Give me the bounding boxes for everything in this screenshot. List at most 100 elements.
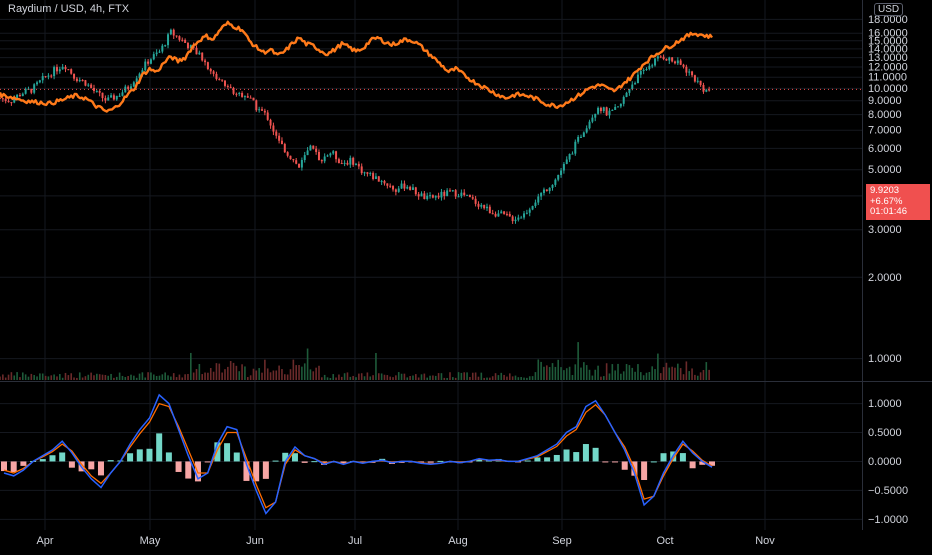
candle-body — [448, 190, 451, 192]
volume-bar — [483, 377, 485, 380]
price-tick-label: 10.0000 — [868, 83, 908, 95]
candle-body — [130, 86, 133, 89]
histogram-bar — [544, 457, 551, 462]
volume-bar — [694, 374, 696, 380]
chart-title: Raydium / USD, 4h, FTX — [8, 3, 130, 15]
candle-body — [508, 213, 511, 217]
price-tick-label: 14.0000 — [868, 43, 908, 55]
candle-body — [70, 69, 73, 74]
volume-bar — [685, 361, 688, 380]
candle-body — [355, 163, 357, 165]
volume-bar — [101, 374, 104, 380]
candle-body — [84, 80, 87, 86]
volume-bar — [261, 372, 263, 380]
candle-body — [591, 117, 594, 122]
candle-body — [517, 217, 520, 220]
candle-body — [594, 113, 597, 118]
volume-bar — [61, 377, 64, 380]
volume-bar — [531, 376, 534, 380]
volume-bar — [172, 373, 175, 380]
volume-bar — [121, 375, 124, 380]
histogram-bar — [97, 461, 104, 476]
volume-bar — [281, 369, 283, 380]
volume-bar — [47, 376, 50, 380]
volume-bar — [543, 366, 545, 380]
candle-body — [474, 198, 477, 204]
volume-bar — [4, 377, 7, 380]
volume-bar — [227, 366, 229, 380]
volume-bar — [76, 377, 78, 380]
volume-bar — [600, 376, 602, 380]
candle-body — [463, 192, 466, 196]
volume-bar — [677, 363, 679, 380]
volume-bar — [520, 376, 522, 380]
candle-body — [138, 73, 141, 79]
time-tick-label: May — [140, 535, 161, 547]
volume-bar — [309, 369, 312, 380]
candle-body — [292, 159, 295, 161]
histogram-bar — [127, 453, 134, 462]
volume-bar — [620, 373, 622, 380]
price-tick-label: 12.0000 — [868, 61, 908, 73]
macd-line — [3, 393, 713, 515]
volume-bar — [363, 376, 366, 380]
volume-bar — [454, 377, 457, 380]
candle-body — [127, 86, 130, 89]
volume-bar — [81, 377, 84, 380]
volume-bar — [400, 373, 403, 380]
candle-body — [656, 56, 659, 59]
histogram-bar — [311, 461, 318, 463]
price-tick-label: 18.0000 — [868, 14, 908, 26]
candle-body — [366, 172, 369, 174]
volume-bar — [397, 372, 400, 380]
candle-body — [226, 85, 229, 87]
macd-lines — [3, 393, 713, 515]
volume-bar — [409, 376, 411, 380]
candle-body — [483, 204, 486, 209]
price-tick-label: 11.0000 — [868, 72, 907, 84]
candle-body — [392, 186, 395, 190]
candle-body — [346, 162, 349, 165]
time-axis[interactable]: Apr May Jun Jul Aug Sep Oct Nov — [36, 535, 775, 547]
time-tick-label: Sep — [552, 535, 572, 547]
candle-body — [263, 110, 266, 113]
volume-bar — [688, 371, 691, 380]
currency-button[interactable]: USD — [874, 3, 904, 16]
candle-body — [562, 163, 565, 171]
volume-bar — [662, 367, 665, 380]
candle-body — [181, 39, 184, 41]
volume-bar — [423, 373, 426, 380]
histogram-bar — [709, 461, 715, 466]
candle-body — [255, 100, 258, 111]
histogram-bar — [660, 453, 667, 462]
volume-bar — [540, 361, 542, 380]
volume-bar — [657, 353, 659, 380]
candle-body — [619, 103, 622, 107]
volume-bar — [229, 361, 232, 380]
candle-body — [340, 163, 343, 165]
indicator-axis[interactable]: 1.0000 0.5000 0.0000 −0.5000 −1.0000 — [868, 398, 908, 526]
price-tick-label: 7.0000 — [868, 125, 902, 137]
volume-bar — [429, 375, 431, 380]
time-tick-label: Jun — [246, 535, 264, 547]
candle-body — [261, 109, 264, 111]
candle-body — [320, 160, 323, 162]
volume-bar — [343, 373, 346, 380]
volume-bar — [645, 372, 648, 380]
volume-bar — [406, 377, 409, 380]
candle-body — [73, 73, 76, 79]
candle-body — [568, 154, 571, 160]
volume-bar — [209, 368, 212, 380]
candle-body — [437, 195, 440, 198]
candle-body — [431, 195, 434, 198]
volume-bar — [523, 377, 525, 380]
candle-body — [275, 131, 278, 136]
candle-body — [374, 176, 377, 179]
histogram-bar — [582, 444, 589, 462]
volume-bar — [198, 364, 201, 380]
candle-body — [155, 52, 158, 55]
volume-bar — [246, 377, 249, 380]
volume-bar — [224, 369, 226, 380]
